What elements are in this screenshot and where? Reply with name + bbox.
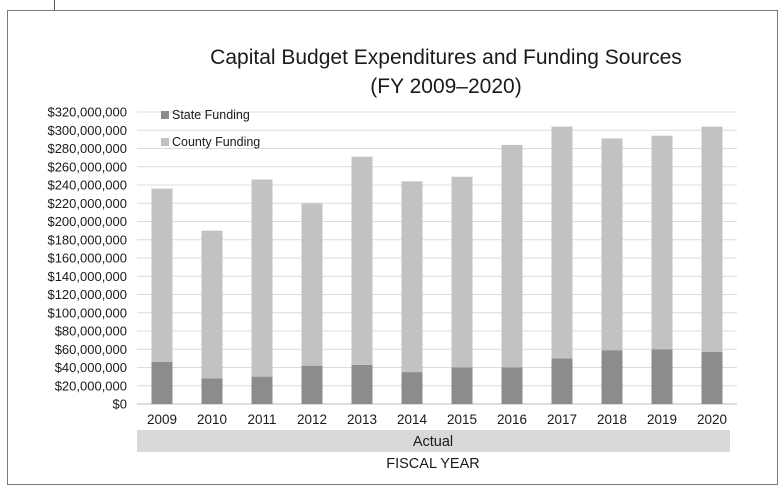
legend-swatch-county xyxy=(161,138,169,146)
y-tick-label: $20,000,000 xyxy=(55,378,127,393)
bar-state-funding xyxy=(701,351,723,404)
y-tick-label: $240,000,000 xyxy=(47,178,127,193)
y-tick-label: $160,000,000 xyxy=(47,251,127,266)
bar-state-funding xyxy=(301,365,323,404)
x-axis-label: FISCAL YEAR xyxy=(386,456,479,472)
y-tick-label: $280,000,000 xyxy=(47,141,127,156)
x-tick-label: 2015 xyxy=(447,412,477,427)
legend-label-county: County Funding xyxy=(172,135,260,149)
x-tick-label: 2018 xyxy=(597,412,627,427)
bar-county-funding xyxy=(351,156,373,365)
legend: State Funding County Funding xyxy=(161,108,260,149)
y-tick-label: $80,000,000 xyxy=(55,324,127,339)
bar-county-funding xyxy=(701,126,723,352)
chart-frame xyxy=(7,10,778,485)
frame-corner-tick xyxy=(54,0,55,10)
bar-state-funding xyxy=(151,362,173,404)
x-tick-label: 2011 xyxy=(247,412,276,427)
y-tick-label: $300,000,000 xyxy=(47,123,127,138)
y-tick-label: $0 xyxy=(113,397,127,412)
bar-state-funding xyxy=(451,367,473,404)
x-tick-label: 2014 xyxy=(397,412,428,427)
bar-state-funding xyxy=(251,376,273,404)
gridlines xyxy=(137,111,737,405)
bar-state-funding xyxy=(601,350,623,404)
actual-band xyxy=(137,430,730,452)
y-tick-label: $180,000,000 xyxy=(47,232,127,247)
bar-state-funding xyxy=(551,358,573,404)
chart-title: Capital Budget Expenditures and Funding … xyxy=(210,46,682,69)
bar-county-funding xyxy=(551,126,573,359)
bar-state-funding xyxy=(201,378,223,404)
x-tick-label: 2016 xyxy=(497,412,527,427)
y-tick-label: $320,000,000 xyxy=(47,105,127,120)
y-tick-label: $60,000,000 xyxy=(55,342,127,357)
bars xyxy=(151,126,723,404)
bar-county-funding xyxy=(301,203,323,366)
y-tick-label: $220,000,000 xyxy=(47,196,127,211)
legend-swatch-state xyxy=(161,111,169,119)
bar-county-funding xyxy=(151,188,173,363)
legend-label-state: State Funding xyxy=(172,108,250,122)
chart-subtitle: (FY 2009–2020) xyxy=(370,75,521,98)
bar-county-funding xyxy=(201,230,223,379)
bar-county-funding xyxy=(601,138,623,351)
bar-county-funding xyxy=(401,181,423,373)
y-tick-label: $140,000,000 xyxy=(47,269,127,284)
x-tick-label: 2013 xyxy=(347,412,377,427)
bar-county-funding xyxy=(501,144,523,368)
y-tick-label: $100,000,000 xyxy=(47,305,127,320)
bar-state-funding xyxy=(351,364,373,404)
x-tick-label: 2009 xyxy=(147,412,177,427)
x-tick-label: 2019 xyxy=(647,412,677,427)
y-tick-label: $260,000,000 xyxy=(47,159,127,174)
bar-state-funding xyxy=(651,349,673,404)
y-tick-label: $120,000,000 xyxy=(47,287,127,302)
bar-county-funding xyxy=(451,176,473,368)
y-axis-ticks: $0 $20,000,000 $40,000,000 $60,000,000 $80,0… xyxy=(47,105,127,412)
bar-state-funding xyxy=(501,367,523,404)
x-tick-label: 2017 xyxy=(547,412,577,427)
x-tick-label: 2010 xyxy=(197,412,227,427)
bar-county-funding xyxy=(651,135,673,350)
x-group-label: Actual xyxy=(413,434,453,450)
y-tick-label: $200,000,000 xyxy=(47,214,127,229)
x-tick-label: 2012 xyxy=(297,412,327,427)
bar-county-funding xyxy=(251,179,273,377)
y-tick-label: $40,000,000 xyxy=(55,360,127,375)
x-tick-label: 2020 xyxy=(697,412,727,427)
bar-state-funding xyxy=(401,372,423,404)
x-axis-ticks: 2009 2010 2011 2012 2013 2014 2015 2016 2017 2018… xyxy=(147,412,727,427)
